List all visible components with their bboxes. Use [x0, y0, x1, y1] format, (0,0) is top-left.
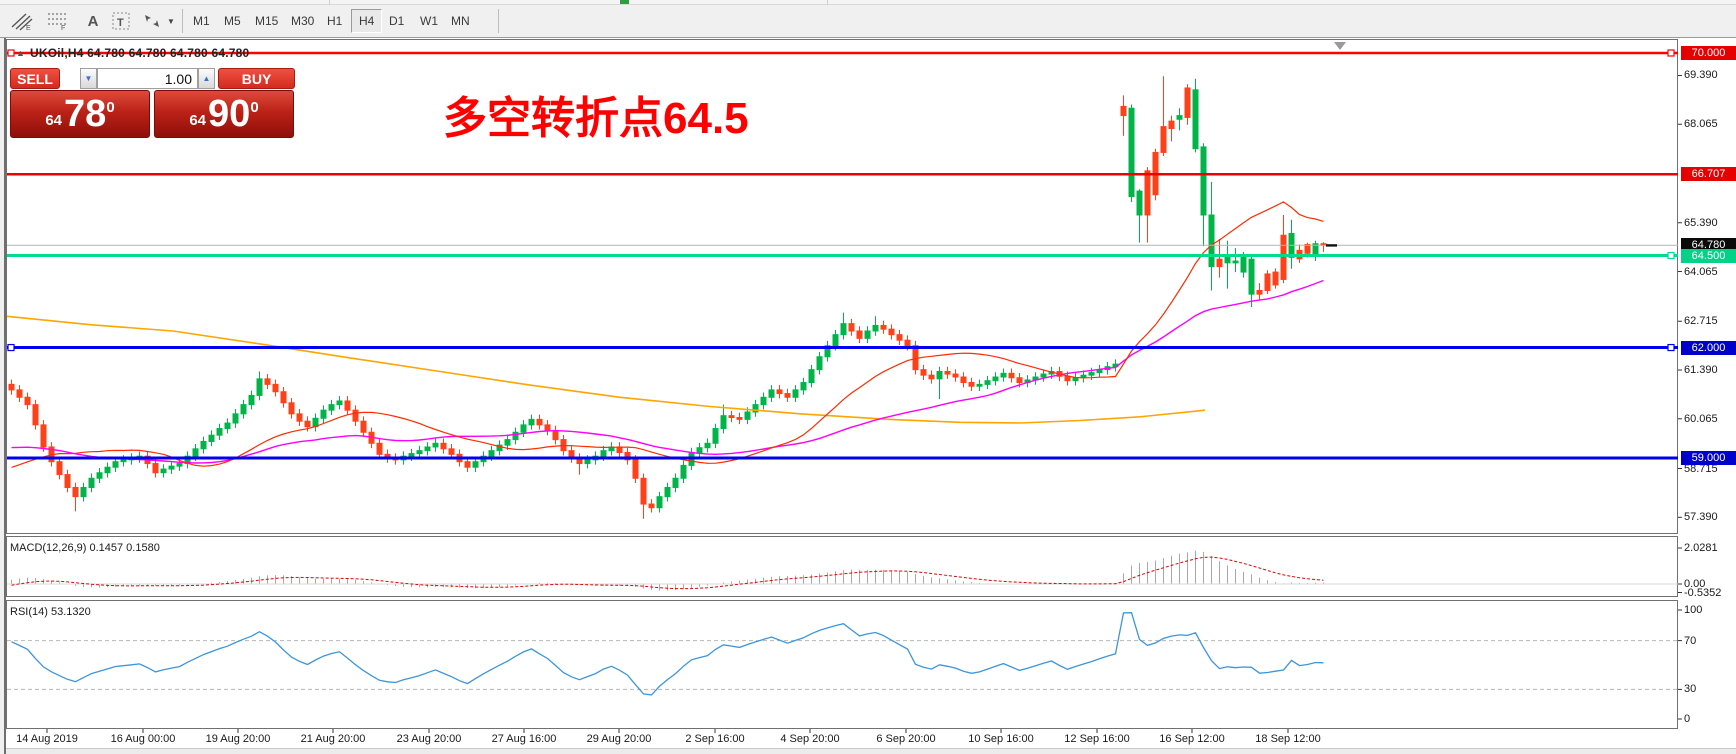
price-badge: 64.500: [1681, 248, 1736, 263]
timeframe-button-M15[interactable]: M15: [255, 14, 279, 28]
upper-toolbar-segment: [0, 0, 330, 5]
price-tick: 69.390: [1684, 69, 1718, 82]
date-tick: 12 Sep 16:00: [1064, 733, 1130, 745]
date-tick: 4 Sep 20:00: [780, 733, 840, 745]
symbol-title: UKOil,H4 64.780 64.780 64.780 64.780: [30, 46, 250, 60]
window-left-border: [0, 38, 6, 754]
price-badge: 66.707: [1681, 167, 1736, 182]
price-tick: 65.390: [1684, 216, 1718, 229]
price-tick: 58.715: [1684, 462, 1718, 475]
date-tick: 29 Aug 20:00: [586, 733, 652, 745]
svg-text:T: T: [117, 17, 124, 29]
dropdown-arrow-icon[interactable]: ▼: [167, 16, 175, 26]
upper-toolbar-green-icon: [620, 0, 629, 4]
chart-window[interactable]: [6, 38, 1736, 749]
macd-label: MACD(12,26,9) 0.1457 0.1580: [10, 542, 160, 554]
bottom-strip: [6, 748, 1736, 754]
timeframe-button-W1[interactable]: W1: [420, 14, 438, 28]
timeframe-button-D1[interactable]: D1: [389, 14, 405, 28]
sell-button[interactable]: SELL: [10, 68, 60, 89]
date-tick: 16 Aug 00:00: [110, 733, 176, 745]
sell-price-small: 64: [45, 111, 63, 129]
shapes-arrows-icon[interactable]: [138, 8, 166, 34]
buy-price-box[interactable]: 64 90 0: [154, 90, 294, 138]
date-tick: 23 Aug 20:00: [396, 733, 462, 745]
price-tick: 57.390: [1684, 511, 1718, 524]
sell-price-big: 78: [64, 93, 107, 135]
volume-input[interactable]: [97, 68, 198, 89]
timeframe-button-M1[interactable]: M1: [193, 14, 210, 28]
buy-price-big: 90: [208, 93, 251, 135]
date-tick: 27 Aug 16:00: [491, 733, 557, 745]
upper-toolbar-sliver: [0, 0, 1736, 5]
toolbar-separator: [182, 9, 183, 33]
rsi-tick: 100: [1684, 604, 1703, 616]
timeframe-button-MN[interactable]: MN: [451, 14, 470, 28]
rsi-tick: 30: [1684, 683, 1697, 696]
chart-title-arrow-icon: ▲: [16, 48, 25, 58]
price-badge: 59.000: [1681, 451, 1736, 466]
timeframe-button-M5[interactable]: M5: [224, 14, 241, 28]
buy-price-small: 64: [189, 111, 207, 129]
svg-text:E: E: [26, 25, 31, 31]
date-tick: 16 Sep 12:00: [1159, 733, 1225, 745]
buy-price-sup: 0: [250, 98, 259, 116]
date-tick: 10 Sep 16:00: [968, 733, 1034, 745]
price-tick: 62.715: [1684, 315, 1718, 328]
timeframe-button-H4[interactable]: H4: [351, 9, 383, 33]
volume-increase-button[interactable]: ▲: [198, 68, 215, 89]
toolbar-separator: [498, 9, 499, 33]
sell-price-sup: 0: [106, 98, 115, 116]
text-label-icon[interactable]: T: [106, 8, 136, 34]
svg-text:F: F: [61, 25, 65, 31]
macd-tick: 0.00: [1684, 578, 1706, 590]
macd-tick: -0.5352: [1684, 586, 1722, 599]
chart-toolbar: E F A T ▼ M1 M5 M15 M30 H1 H4 D1 W1 MN: [0, 5, 1736, 38]
price-tick: 68.065: [1684, 118, 1718, 131]
buy-button[interactable]: BUY: [218, 68, 295, 89]
date-tick: 14 Aug 2019: [16, 733, 78, 745]
rsi-tick: 0: [1684, 713, 1691, 725]
price-tick: 61.390: [1684, 364, 1718, 377]
date-tick: 2 Sep 16:00: [685, 733, 745, 745]
upper-toolbar-segment: [558, 0, 828, 5]
date-tick: 21 Aug 20:00: [300, 733, 366, 745]
equidistant-channel-icon[interactable]: E: [6, 8, 38, 34]
timeframe-button-M30[interactable]: M30: [291, 14, 315, 28]
price-tick: 60.065: [1684, 412, 1718, 425]
macd-tick: 2.0281: [1684, 542, 1718, 554]
date-tick: 19 Aug 20:00: [205, 733, 271, 745]
price-badge: 62.000: [1681, 340, 1736, 355]
sell-price-box[interactable]: 64 78 0: [10, 90, 150, 138]
volume-decrease-button[interactable]: ▼: [80, 68, 97, 89]
date-tick: 6 Sep 20:00: [876, 733, 936, 745]
price-badge: 70.000: [1681, 46, 1736, 60]
arrow-label-icon[interactable]: A: [87, 12, 99, 30]
chart-text-annotation: 多空转折点64.5: [443, 94, 749, 143]
rsi-label: RSI(14) 53.1320: [10, 606, 91, 618]
date-tick: 18 Sep 12:00: [1255, 733, 1321, 745]
fibonacci-icon[interactable]: F: [42, 8, 74, 34]
price-tick: 64.065: [1684, 265, 1718, 278]
timeframe-button-H1[interactable]: H1: [327, 14, 343, 28]
rsi-tick: 70: [1684, 634, 1697, 647]
